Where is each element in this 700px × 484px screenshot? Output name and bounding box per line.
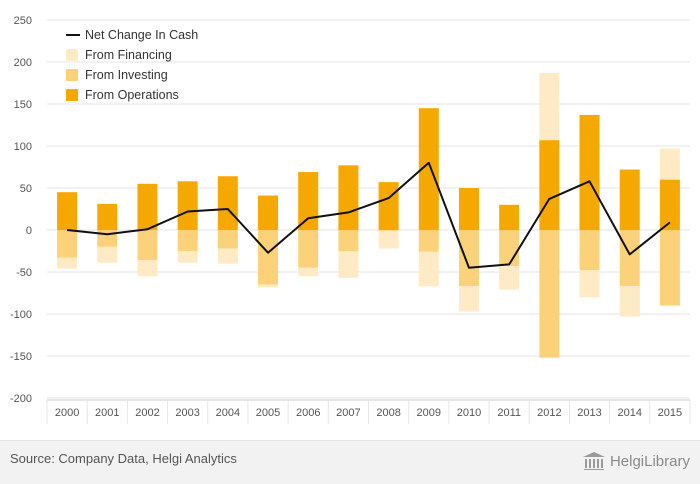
bar-financing	[217, 248, 238, 264]
x-tick-label: 2003	[175, 407, 199, 419]
brand-logo: HelgiLibrary	[582, 449, 690, 473]
bar-financing	[579, 270, 600, 298]
bar-financing	[137, 260, 158, 277]
bar-financing	[499, 266, 520, 290]
bar-operations	[298, 172, 319, 230]
y-tick-label: -100	[10, 309, 32, 321]
x-tick-label: 2008	[376, 407, 400, 419]
bar-financing	[619, 286, 640, 317]
bar-investing	[458, 230, 479, 287]
bar-operations	[177, 181, 198, 230]
y-tick-label: 200	[14, 57, 32, 69]
bar-operations	[619, 169, 640, 230]
brand-name: HelgiLibrary	[609, 452, 690, 470]
bar-investing	[499, 230, 520, 267]
x-tick-label: 2014	[617, 407, 641, 419]
bar-operations	[137, 183, 158, 230]
x-tick-label: 2009	[417, 407, 441, 419]
axes: 2000 2001 2002 2003 2004 2005 2006 2007 2008 2009…	[46, 399, 691, 424]
bar-investing	[57, 230, 78, 258]
bar-financing	[97, 246, 118, 263]
bar-operations	[378, 182, 399, 230]
net-change-line	[66, 161, 671, 269]
x-tick-label: 2002	[135, 407, 159, 419]
bar-investing	[659, 230, 680, 306]
bar-operations	[97, 203, 118, 230]
legend-net-label: Net Change In Cash	[85, 28, 198, 42]
legend-investing-label: From Investing	[85, 68, 168, 82]
y-tick-label: 150	[14, 99, 32, 111]
y-tick-label: 250	[14, 15, 32, 27]
bar-operations	[458, 188, 479, 230]
bar-investing	[619, 230, 640, 287]
bar-investing	[298, 230, 319, 268]
x-tick-label: 2007	[336, 407, 360, 419]
x-tick-label: 2011	[497, 407, 521, 419]
x-tick-label: 2013	[577, 407, 601, 419]
y-tick-label: 0	[26, 225, 32, 237]
bar-financing	[298, 267, 319, 277]
bar-investing	[177, 230, 198, 251]
bar-financing	[539, 72, 560, 141]
bar-financing	[659, 148, 680, 180]
legend-operations-label: From Operations	[85, 88, 179, 102]
chart-area: 250 200 150 100 50 0 -50 -100 -150 -200 2000 2001 2…	[10, 15, 691, 424]
bar-financing	[57, 257, 78, 269]
bar-operations	[659, 179, 680, 230]
x-tick-label: 2012	[537, 407, 561, 419]
x-tick-label: 2015	[658, 407, 682, 419]
bar-investing	[378, 230, 399, 231]
legend-financing-swatch	[66, 49, 78, 61]
source-note: Source: Company Data, Helgi Analytics	[10, 451, 237, 466]
net-line	[66, 161, 671, 269]
x-tick-label: 2010	[457, 407, 481, 419]
bar-investing	[338, 230, 359, 251]
bar-operations	[539, 140, 560, 230]
bar-operations	[579, 114, 600, 230]
bar-investing	[579, 230, 600, 271]
x-tick-label: 2000	[55, 407, 79, 419]
x-tick-label: 2004	[216, 407, 240, 419]
bar-investing	[217, 230, 238, 249]
bar-operations	[418, 108, 439, 230]
x-tick-label: 2001	[95, 407, 119, 419]
legend-operations-swatch	[66, 89, 78, 101]
bar-financing	[378, 230, 399, 249]
bar-investing	[418, 230, 439, 252]
bar-operations	[338, 165, 359, 230]
bar-financing	[458, 286, 479, 312]
legend-investing-swatch	[66, 69, 78, 81]
bar-operations	[499, 204, 520, 230]
y-tick-label: -150	[10, 351, 32, 363]
x-tick-label: 2005	[256, 407, 280, 419]
footer: Source: Company Data, Helgi Analytics He…	[0, 440, 700, 484]
y-tick-label: -50	[16, 267, 32, 279]
y-tick-label: 100	[14, 141, 32, 153]
bar-financing	[418, 251, 439, 287]
library-icon	[582, 452, 605, 470]
bar-financing	[177, 251, 198, 263]
bar-operations	[217, 176, 238, 230]
y-tick-label: 50	[20, 183, 32, 195]
bar-financing	[338, 251, 359, 278]
bar-investing	[258, 230, 279, 285]
y-tick-label: -200	[10, 393, 32, 405]
bar-investing	[539, 230, 560, 358]
bars	[57, 72, 680, 358]
legend-financing-label: From Financing	[85, 48, 172, 62]
legend: Net Change In Cash From Financing From I…	[66, 28, 198, 102]
bar-financing	[258, 284, 279, 288]
bar-operations	[57, 192, 78, 230]
bar-operations	[258, 195, 279, 230]
bar-investing	[137, 230, 158, 261]
x-tick-label: 2006	[296, 407, 320, 419]
